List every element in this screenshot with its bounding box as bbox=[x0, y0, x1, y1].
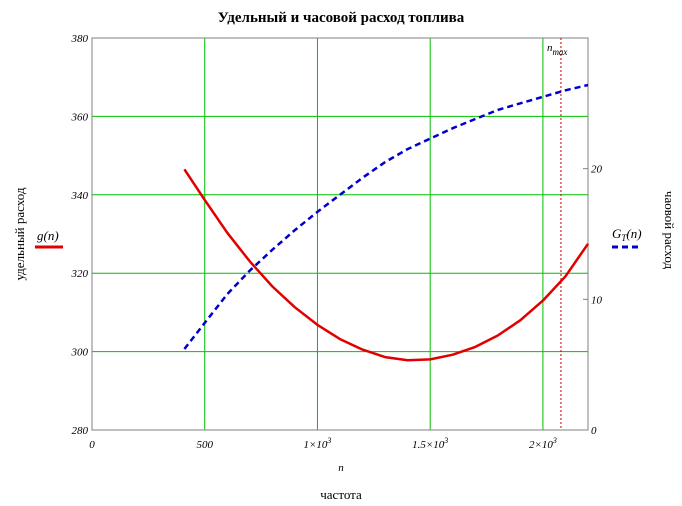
x-tick-label-2: 1×103 bbox=[303, 436, 331, 451]
grid bbox=[92, 38, 588, 430]
legend-g-label: g(n) bbox=[37, 228, 59, 243]
y-left-tick-label-2: 320 bbox=[71, 268, 89, 280]
y-right-axis-label: чаовой расход bbox=[662, 191, 677, 270]
chart-title: Удельный и часовой расход топлива bbox=[218, 10, 465, 26]
x-axis-symbol: n bbox=[338, 462, 344, 474]
x-tick-label-4: 2×103 bbox=[529, 436, 557, 451]
series-lines bbox=[183, 83, 590, 362]
plot-frame bbox=[91, 37, 589, 431]
y-right-tick-label-1: 10 bbox=[591, 294, 603, 306]
x-tick-label-1: 500 bbox=[196, 439, 213, 451]
y-left-tick-label-4: 360 bbox=[71, 111, 89, 123]
y-right-axis-ticks: 0 10 20 bbox=[583, 164, 603, 437]
y-left-tick-label-1: 300 bbox=[71, 347, 89, 359]
x-tick-base-2: 1×10 bbox=[303, 439, 327, 451]
series-line-gt bbox=[183, 83, 589, 350]
x-tick-label-0: 0 bbox=[89, 439, 95, 451]
y-left-tick-label-3: 340 bbox=[71, 190, 89, 202]
x-tick-exp-3: 3 bbox=[443, 436, 448, 445]
x-tick-label-3: 1.5×103 bbox=[412, 436, 448, 451]
x-tick-base-3: 1.5×10 bbox=[412, 439, 445, 451]
y-left-axis-label: удельный расход bbox=[12, 187, 27, 280]
y-left-axis-ticks: 280 300 320 340 360 380 bbox=[71, 33, 89, 437]
y-right-tick-label-2: 20 bbox=[591, 164, 603, 176]
x-tick-exp-2: 3 bbox=[326, 436, 331, 445]
nmax-marker: nmax bbox=[547, 38, 568, 430]
legend-gt-base: G bbox=[612, 226, 622, 241]
nmax-label-sub: max bbox=[552, 47, 567, 57]
y-right-tick-label-0: 0 bbox=[591, 425, 597, 437]
x-tick-base-4: 2×10 bbox=[529, 439, 553, 451]
legend-gt-tail: (n) bbox=[626, 226, 641, 241]
legend-gt-label: GT(n) bbox=[612, 226, 642, 243]
x-tick-exp-4: 3 bbox=[552, 436, 557, 445]
legend-g: g(n) bbox=[35, 228, 63, 249]
x-axis-label: частота bbox=[320, 487, 362, 502]
nmax-label-base: n bbox=[547, 42, 553, 54]
legend-gt-sub: T bbox=[621, 233, 627, 243]
nmax-label: nmax bbox=[547, 42, 568, 57]
y-left-tick-label-0: 280 bbox=[72, 425, 89, 437]
x-axis-ticks: 0 500 1×103 1.5×103 2×103 bbox=[89, 436, 557, 451]
series-line-g bbox=[183, 168, 590, 362]
legend-gt: GT(n) bbox=[612, 226, 642, 249]
y-left-tick-label-5: 380 bbox=[71, 33, 89, 45]
